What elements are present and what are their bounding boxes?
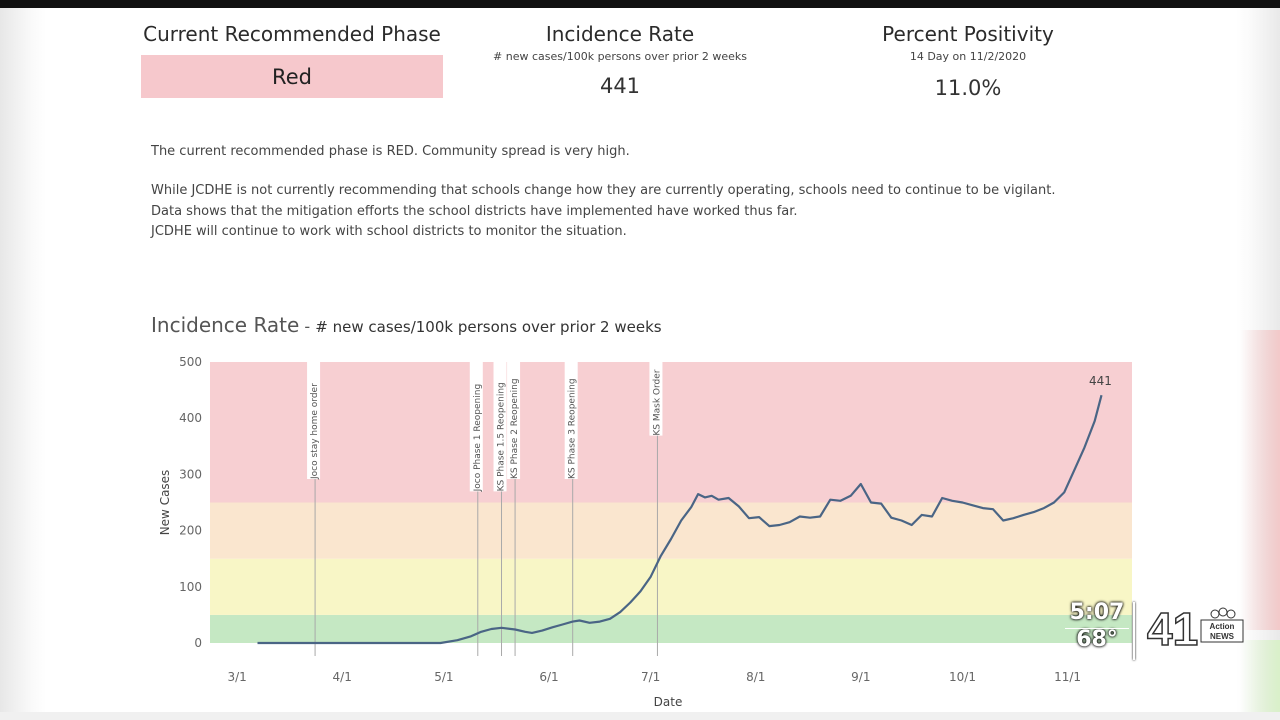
- station-logo: 41 Action NEWS: [1146, 603, 1244, 653]
- top-frame-bar: [0, 0, 1280, 8]
- phase-value-box: Red: [141, 55, 443, 98]
- incidence-value: 441: [599, 74, 641, 98]
- y-tick-label: 200: [179, 524, 202, 538]
- weather-separator: [1065, 628, 1129, 629]
- clock-time: 5:07: [1069, 600, 1125, 625]
- event-label: KS Phase 3 Reopening: [568, 378, 578, 479]
- overlay-divider: [1133, 602, 1135, 660]
- chart-title-main: Incidence Rate: [151, 313, 300, 337]
- incidence-title: Incidence Rate: [545, 22, 695, 46]
- y-tick-label: 0: [194, 636, 202, 650]
- threshold-band-3: [210, 362, 1132, 503]
- series-line-0: [257, 394, 1103, 645]
- phase-value: Red: [272, 64, 312, 89]
- event-label: KS Phase 1.5 Reopening: [497, 382, 507, 491]
- x-tick-label: 7/1: [641, 670, 660, 684]
- chart-title: Incidence Rate - # new cases/100k person…: [151, 313, 662, 337]
- description-line-1: The current recommended phase is RED. Co…: [151, 144, 630, 159]
- event-label: KS Phase 2 Reopening: [510, 378, 520, 479]
- positivity-title: Percent Positivity: [882, 22, 1054, 46]
- x-tick-label: 4/1: [333, 670, 352, 684]
- event-label: Joco Phase 1 Reopening: [473, 384, 483, 493]
- temperature: 68°: [1076, 627, 1118, 652]
- event-label-bg: [564, 349, 578, 479]
- left-screen-edge: [0, 8, 46, 720]
- weather-overlay: 5:07 68°: [1062, 600, 1132, 652]
- right-edge-glow: [1240, 330, 1280, 630]
- bottom-frame-bar: [0, 712, 1280, 720]
- right-edge-green-glow: [1240, 640, 1280, 720]
- x-tick-label: 11/1: [1054, 670, 1081, 684]
- positivity-kpi: Percent Positivity 14 Day on 11/2/2020 1…: [818, 22, 1118, 100]
- incidence-kpi: Incidence Rate # new cases/100k persons …: [470, 22, 770, 98]
- threshold-band-0: [210, 614, 1132, 643]
- event-label-bg: [307, 349, 321, 479]
- description-line-3: Data shows that the mitigation efforts t…: [151, 204, 798, 219]
- phase-title: Current Recommended Phase: [143, 22, 441, 46]
- positivity-subtitle: 14 Day on 11/2/2020: [909, 50, 1027, 63]
- event-label-bg: [507, 349, 521, 479]
- x-axis-label: Date: [654, 695, 683, 709]
- x-tick-label: 10/1: [949, 670, 976, 684]
- x-tick-label: 9/1: [851, 670, 870, 684]
- phase-kpi: Current Recommended Phase: [141, 22, 443, 46]
- chart-title-separator: -: [304, 317, 311, 336]
- event-label: Joco stay home order: [310, 383, 320, 480]
- brand-text: Action NEWS: [1210, 622, 1235, 641]
- end-value-label: 441: [1089, 374, 1112, 388]
- y-tick-label: 300: [179, 467, 202, 481]
- chart-title-sub: # new cases/100k persons over prior 2 we…: [315, 318, 662, 336]
- channel-number: 41: [1147, 603, 1198, 653]
- x-tick-label: 3/1: [227, 670, 246, 684]
- peacock-icon: [1210, 607, 1236, 619]
- x-tick-label: 8/1: [746, 670, 765, 684]
- y-tick-label: 100: [179, 580, 202, 594]
- y-tick-label: 500: [179, 355, 202, 369]
- incidence-subtitle: # new cases/100k persons over prior 2 we…: [493, 50, 747, 63]
- threshold-band-2: [210, 502, 1132, 559]
- y-axis-label: New Cases: [158, 470, 172, 536]
- y-tick-label: 400: [179, 411, 202, 425]
- description-line-2: While JCDHE is not currently recommendin…: [151, 183, 1056, 198]
- event-label-bg: [469, 349, 483, 492]
- description-line-4: JCDHE will continue to work with school …: [151, 224, 627, 239]
- x-tick-label: 6/1: [539, 670, 558, 684]
- event-label-bg: [649, 349, 663, 436]
- x-tick-label: 5/1: [434, 670, 453, 684]
- threshold-band-1: [210, 558, 1132, 615]
- event-label-bg: [493, 349, 507, 492]
- positivity-value: 11.0%: [934, 76, 1002, 100]
- event-label: KS Mask Order: [652, 369, 662, 435]
